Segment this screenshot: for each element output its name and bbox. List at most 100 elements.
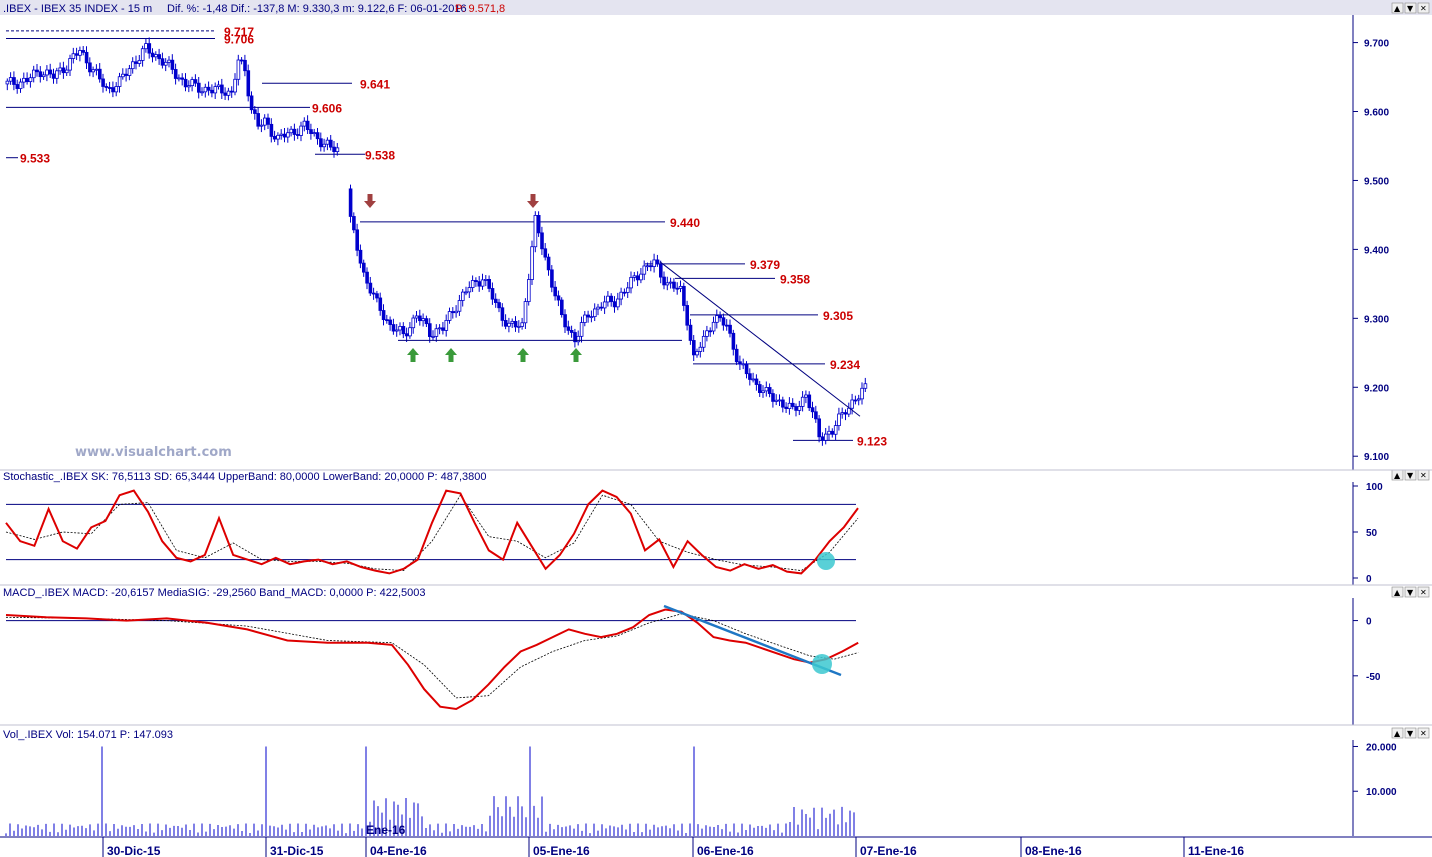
candle-body — [586, 314, 590, 318]
candle-body — [800, 396, 805, 407]
candle-body — [659, 263, 663, 278]
candle-body — [84, 51, 89, 64]
down-arrow-icon — [527, 194, 539, 208]
candle-body — [130, 61, 135, 70]
up-arrow-icon — [517, 348, 529, 362]
candle-body — [98, 68, 102, 80]
candle-body — [791, 402, 795, 407]
window-button-3-0[interactable] — [1391, 727, 1404, 739]
candle-body — [41, 74, 46, 78]
candle-body — [484, 279, 488, 281]
candle-body — [193, 79, 198, 84]
candle-body — [708, 330, 713, 333]
candle-body — [738, 361, 742, 365]
candle-body — [121, 73, 125, 78]
window-button-icon: ▲ — [1394, 729, 1401, 738]
window-buttons: ▲ ▼ ✕ ▲ ▼ ✕ ▲ ▼ ✕ ▲ ▼ ✕ — [1391, 2, 1430, 739]
candle-body — [665, 282, 670, 286]
candle-body — [61, 67, 66, 74]
candle-body — [220, 84, 224, 94]
candle-body — [830, 430, 835, 435]
arrow-head — [527, 201, 539, 208]
candle-body — [672, 281, 676, 289]
level-label: 9.717 — [224, 25, 254, 39]
up-arrow-icon — [445, 348, 457, 362]
candle-body — [309, 129, 313, 134]
candle-body — [662, 276, 666, 286]
candle-body — [140, 48, 145, 61]
window-button-0-0[interactable] — [1391, 2, 1404, 14]
candle-body — [655, 259, 660, 265]
candle-body — [837, 413, 841, 426]
candle-body — [493, 298, 498, 303]
candle-body — [150, 52, 155, 58]
vol-tick-label: 20.000 — [1366, 742, 1397, 753]
window-button-3-1[interactable] — [1404, 727, 1417, 739]
window-button-2-0[interactable] — [1391, 586, 1404, 598]
candle-body — [460, 291, 465, 301]
candle-body — [441, 327, 445, 331]
candle-body — [576, 335, 581, 343]
candle-body — [477, 281, 482, 287]
candle-body — [566, 326, 571, 331]
candle-body — [814, 411, 818, 420]
candle-body — [510, 320, 515, 324]
candle-body — [833, 425, 838, 435]
header-stats: Dif. %: -1,48 Dif.: -137,8 M: 9.330,3 m:… — [167, 3, 467, 15]
candle-body — [312, 132, 317, 135]
candle-body — [88, 62, 92, 73]
down-arrow-icon — [364, 194, 376, 208]
candle-body — [701, 335, 706, 348]
stochastic-panel: 100 50 0 — [5, 482, 1383, 585]
candle-body — [685, 305, 689, 326]
candle-body — [51, 73, 56, 79]
candle-body — [289, 128, 293, 134]
candle-body — [233, 78, 237, 93]
candle-body — [381, 310, 386, 321]
candle-body — [58, 67, 62, 72]
candle-body — [817, 418, 821, 438]
candle-body — [368, 282, 373, 294]
candle-body — [68, 58, 72, 71]
candle-body — [731, 332, 736, 350]
candle-body — [751, 378, 755, 381]
macd-tick-label: 0 — [1366, 617, 1372, 628]
candle-body — [427, 323, 432, 337]
candle-body — [734, 348, 739, 363]
candle-body — [860, 387, 864, 400]
price-tick-label: 9.500 — [1364, 176, 1389, 187]
candle-body — [632, 275, 637, 278]
volume-panel: 20.000 10.000 Ene-16 — [5, 742, 1397, 837]
price-tick-label: 9.400 — [1364, 245, 1389, 256]
vol-overlay-label: Ene-16 — [366, 823, 406, 837]
candle-body — [94, 68, 99, 71]
candle-body — [286, 132, 290, 138]
window-button-0-1[interactable] — [1404, 2, 1417, 14]
candle-body — [761, 390, 765, 394]
candle-body — [668, 281, 673, 284]
candle-body — [606, 295, 610, 303]
candle-body — [698, 346, 703, 352]
macd-trendline — [663, 604, 842, 677]
candle-body — [246, 70, 251, 97]
window-button-2-2[interactable] — [1417, 586, 1430, 598]
price-tick-label: 9.200 — [1364, 383, 1389, 394]
candle-body — [536, 215, 541, 234]
window-button-3-2[interactable] — [1417, 727, 1430, 739]
candle-body — [540, 232, 544, 250]
candle-body — [71, 53, 76, 59]
candle-body — [635, 275, 640, 281]
candle-body — [223, 92, 228, 96]
candle-body — [180, 77, 185, 80]
candle-body — [678, 285, 683, 289]
candle-body — [602, 301, 607, 309]
window-button-0-2[interactable] — [1417, 2, 1430, 14]
candle-body — [414, 315, 419, 319]
candle-body — [262, 117, 267, 126]
candle-body — [147, 43, 152, 54]
candle-body — [517, 325, 521, 328]
arrow-shaft — [573, 355, 579, 362]
window-button-2-1[interactable] — [1404, 586, 1417, 598]
candle-body — [302, 120, 307, 127]
level-label: 9.358 — [780, 272, 810, 286]
